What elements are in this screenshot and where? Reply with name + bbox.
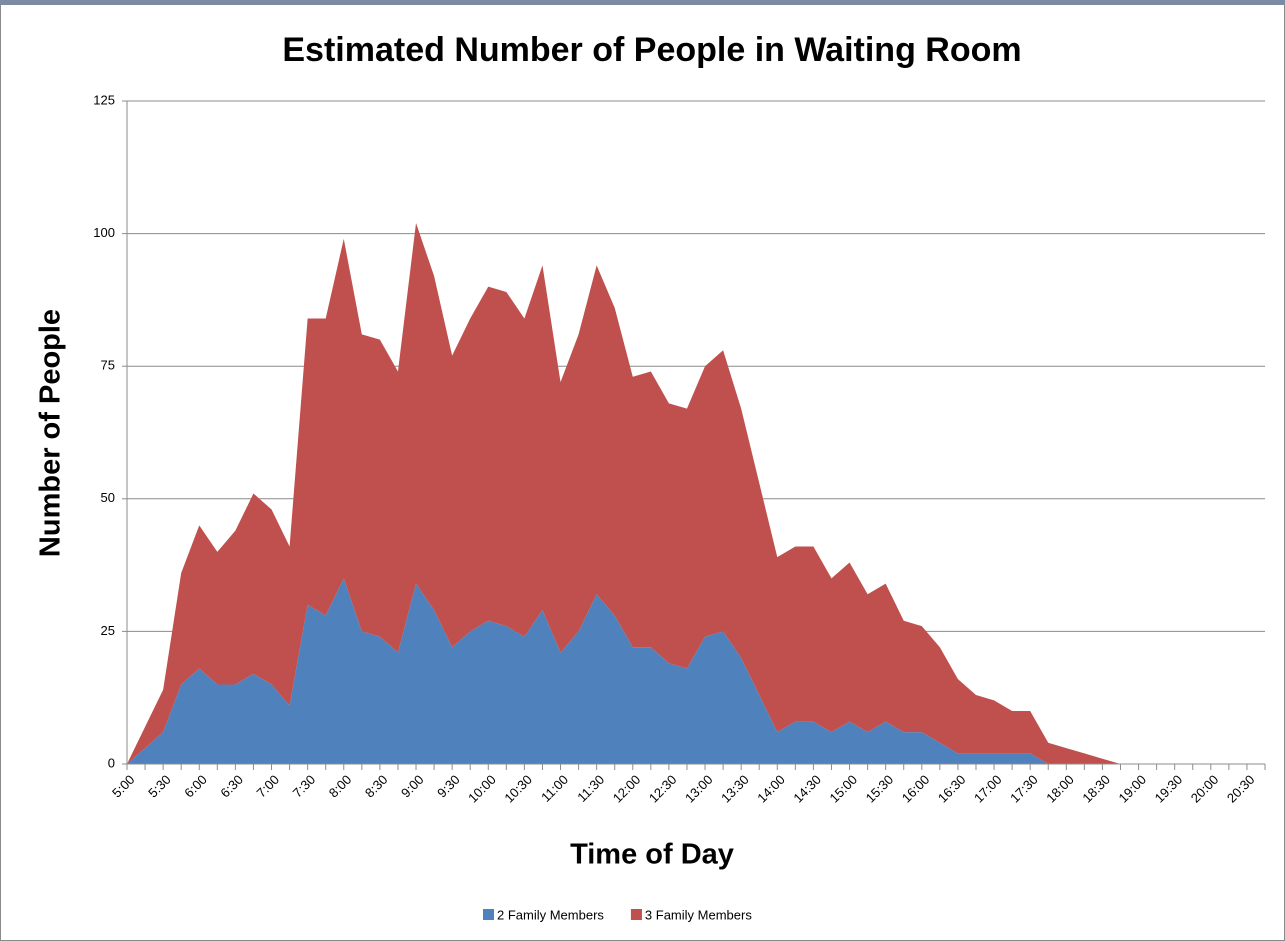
legend-swatch [630, 909, 642, 920]
area [127, 222, 1265, 764]
x-axis-title: Time of Day [570, 839, 734, 871]
y-tick-label: 125 [93, 92, 115, 107]
y-tick-label: 75 [101, 358, 115, 373]
y-tick-label: 25 [101, 623, 115, 638]
legend-label: 2 Family Members [497, 907, 604, 922]
legend-label: 3 Family Members [645, 907, 752, 922]
y-tick-label: 0 [108, 755, 115, 770]
window-edge [0, 0, 1285, 5]
y-axis-title: Number of People [35, 309, 67, 557]
y-tick-label: 50 [101, 490, 115, 505]
legend-swatch [483, 909, 494, 920]
chart-title: Estimated Number of People in Waiting Ro… [282, 31, 1021, 69]
y-tick-label: 100 [93, 225, 115, 240]
legend: 2 Family Members 3 Family Members [483, 907, 752, 922]
area [127, 578, 1265, 764]
